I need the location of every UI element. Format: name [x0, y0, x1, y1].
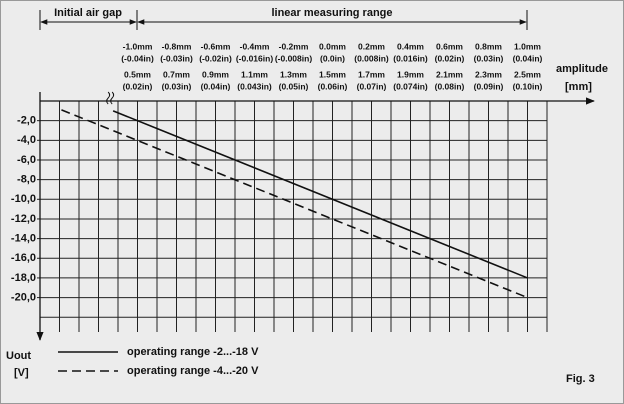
x2-tick-label: -0.4mm — [240, 41, 270, 51]
x-tick-sublabel: (0.05in) — [279, 81, 309, 91]
x-tick-sublabel: (0.09in) — [474, 81, 504, 91]
y-tick-label: -2,0 — [17, 115, 36, 127]
x-tick-label: 2.5mm — [514, 69, 541, 79]
figure-label: Fig. 3 — [566, 373, 595, 385]
x-axis-unit: [mm] — [565, 81, 592, 93]
x-tick-sublabel: (0.074in) — [393, 81, 428, 91]
y-tick-label: -14,0 — [11, 233, 36, 245]
x-tick-sublabel: (0.03in) — [162, 81, 192, 91]
x2-tick-label: 0.4mm — [397, 41, 424, 51]
x2-tick-label: -0.2mm — [279, 41, 309, 51]
header-arrows — [39, 10, 528, 30]
x-tick-label: 0.7mm — [163, 69, 190, 79]
x2-tick-label: -0.8mm — [162, 41, 192, 51]
x-tick-sublabel: (0.08in) — [435, 81, 465, 91]
legend-label: operating range -2...-18 V — [127, 346, 259, 358]
x2-tick-sublabel: (-0.03in) — [160, 53, 193, 63]
x-tick-sublabel: (0.04in) — [201, 81, 231, 91]
x2-tick-sublabel: (0.02in) — [435, 53, 465, 63]
x2-tick-sublabel: (-0.016in) — [236, 53, 273, 63]
x-tick-label: 0.5mm — [124, 69, 151, 79]
x2-tick-sublabel: (0.0in) — [320, 53, 345, 63]
y-axis-unit: [V] — [14, 367, 29, 379]
x-tick-label: 0.9mm — [202, 69, 229, 79]
x2-tick-sublabel: (0.03in) — [474, 53, 504, 63]
x2-tick-label: 1.0mm — [514, 41, 541, 51]
x-tick-sublabel: (0.02in) — [123, 81, 153, 91]
legend-label: operating range -4...-20 V — [127, 365, 259, 377]
x2-tick-label: -1.0mm — [123, 41, 153, 51]
x2-tick-sublabel: (0.04in) — [513, 53, 543, 63]
x2-tick-sublabel: (0.016in) — [393, 53, 428, 63]
axis-break — [106, 91, 115, 105]
grid — [40, 101, 548, 332]
x-tick-label: 1.5mm — [319, 69, 346, 79]
x2-tick-label: 0.0mm — [319, 41, 346, 51]
x-tick-label: 1.1mm — [241, 69, 268, 79]
x-tick-label: 2.3mm — [475, 69, 502, 79]
y-tick-label: -4,0 — [17, 134, 36, 146]
air-gap-label: Initial air gap — [54, 7, 122, 19]
x-tick-label: 1.7mm — [358, 69, 385, 79]
y-tick-label: -18,0 — [11, 272, 36, 284]
x2-tick-label: -0.6mm — [201, 41, 231, 51]
x-tick-label: 2.1mm — [436, 69, 463, 79]
y-tick-label: -6,0 — [17, 154, 36, 166]
x-tick-sublabel: (0.043in) — [237, 81, 272, 91]
y-tick-label: -20,0 — [11, 292, 36, 304]
x2-tick-sublabel: (0.008in) — [354, 53, 389, 63]
x-tick-sublabel: (0.10in) — [513, 81, 543, 91]
x-axis-label: amplitude — [556, 63, 608, 75]
series-line — [112, 110, 528, 279]
x2-tick-sublabel: (-0.04in) — [121, 53, 154, 63]
x2-tick-label: 0.8mm — [475, 41, 502, 51]
x-tick-label: 1.3mm — [280, 69, 307, 79]
y-axis-label: Uout — [6, 350, 31, 362]
x-tick-sublabel: (0.06in) — [318, 81, 348, 91]
y-tick-label: -8,0 — [17, 174, 36, 186]
x2-tick-label: 0.6mm — [436, 41, 463, 51]
y-tick-label: -10,0 — [11, 193, 36, 205]
x2-tick-sublabel: (-0.02in) — [199, 53, 232, 63]
y-tick-label: -16,0 — [11, 252, 36, 264]
range-label: linear measuring range — [271, 7, 392, 19]
y-tick-label: -12,0 — [11, 213, 36, 225]
x-tick-sublabel: (0.07in) — [357, 81, 387, 91]
x2-tick-sublabel: (-0.008in) — [275, 53, 312, 63]
x2-tick-label: 0.2mm — [358, 41, 385, 51]
x-tick-label: 1.9mm — [397, 69, 424, 79]
